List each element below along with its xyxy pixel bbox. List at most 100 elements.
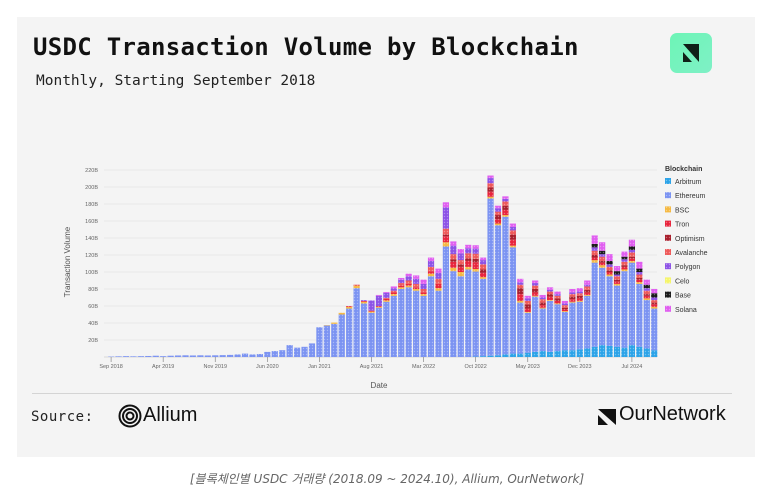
bar-segment-tron xyxy=(360,300,368,302)
legend-label-solana[interactable]: Solana xyxy=(675,307,697,314)
bar-segment-bsc xyxy=(457,272,464,277)
bar-segment-polygon xyxy=(413,278,420,284)
bar-stack xyxy=(256,354,263,357)
bar-segment-polygon xyxy=(509,226,516,231)
bar-segment-ethereum xyxy=(502,216,509,355)
bar-segment-ethereum xyxy=(554,304,561,352)
bar-segment-solana xyxy=(413,275,420,279)
bar-segment-ethereum xyxy=(480,278,487,357)
bar-segment-ethereum xyxy=(613,285,621,347)
legend-label-avalanche[interactable]: Avalanche xyxy=(675,250,708,257)
bar-segment-avalanche xyxy=(651,300,658,303)
bar-segment-ethereum xyxy=(301,346,308,357)
bar-segment-arbitrum xyxy=(606,345,613,357)
bar-stack xyxy=(323,325,330,357)
bar-segment-optimism xyxy=(628,256,635,259)
bar-segment-solana xyxy=(427,257,435,261)
x-tick-label: Aug 2021 xyxy=(360,364,384,370)
bar-segment-ethereum xyxy=(532,296,539,352)
bar-segment-tron xyxy=(539,305,546,308)
bar-segment-tron xyxy=(398,285,405,288)
bar-segment-bsc xyxy=(636,282,643,284)
bar-segment-bsc xyxy=(554,303,561,305)
bar-segment-solana xyxy=(576,288,583,292)
bar-segment-avalanche xyxy=(621,261,628,266)
legend-label-celo[interactable]: Celo xyxy=(675,278,690,285)
bar-segment-ethereum xyxy=(346,308,353,357)
bar-segment-ethereum xyxy=(286,345,293,357)
bar-segment-polygon xyxy=(636,272,643,275)
bar-segment-optimism xyxy=(621,265,628,267)
bar-segment-ethereum xyxy=(621,271,628,348)
bar-segment-solana xyxy=(643,279,650,285)
bar-segment-tron xyxy=(375,306,383,307)
bar-segment-bsc xyxy=(398,287,405,289)
bar-segment-ethereum xyxy=(271,351,278,357)
bar-segment-optimism xyxy=(450,259,457,262)
bar-segment-optimism xyxy=(465,258,472,261)
bar-segment-ethereum xyxy=(509,247,516,354)
bar-segment-tron xyxy=(569,299,576,302)
bar-segment-avalanche xyxy=(494,211,502,216)
bar-segment-ethereum xyxy=(494,225,502,356)
bar-segment-tron xyxy=(353,284,360,286)
bar-segment-optimism xyxy=(502,205,509,210)
bar-segment-ethereum xyxy=(569,302,576,351)
bar-segment-bsc xyxy=(405,285,412,288)
legend-label-tron[interactable]: Tron xyxy=(675,222,689,229)
bar-stack xyxy=(368,300,375,357)
bar-segment-optimism xyxy=(524,304,531,309)
bar-stack xyxy=(294,347,301,357)
legend-swatch-celo xyxy=(665,277,671,284)
bar-stack xyxy=(442,202,449,357)
bar-segment-ethereum xyxy=(427,276,435,357)
bars xyxy=(108,175,658,357)
bar-segment-ethereum xyxy=(420,295,427,357)
legend-label-base[interactable]: Base xyxy=(675,293,691,300)
bar-stack xyxy=(405,273,412,357)
legend-label-polygon[interactable]: Polygon xyxy=(675,264,700,271)
bar-segment-ethereum xyxy=(160,356,167,357)
bar-segment-optimism xyxy=(643,294,650,296)
bar-segment-solana xyxy=(636,261,643,269)
bar-segment-polygon xyxy=(554,294,561,296)
y-tick-label: 80B xyxy=(88,287,98,293)
bar-stack xyxy=(554,291,561,357)
bar-segment-ethereum xyxy=(546,300,554,352)
bar-segment-arbitrum xyxy=(643,348,650,357)
bar-segment-tron xyxy=(465,260,472,267)
legend-label-optimism[interactable]: Optimism xyxy=(675,236,705,243)
bar-segment-ethereum xyxy=(145,355,152,357)
legend-label-bsc[interactable]: BSC xyxy=(675,207,689,214)
bar-segment-polygon xyxy=(524,298,531,301)
bar-segment-ethereum xyxy=(472,271,479,357)
bar-segment-avalanche xyxy=(457,260,464,265)
bar-segment-ethereum xyxy=(390,295,397,357)
bar-segment-ethereum xyxy=(383,301,390,357)
bar-segment-arbitrum xyxy=(546,351,554,357)
legend-label-arbitrum[interactable]: Arbitrum xyxy=(675,179,702,186)
bar-segment-ethereum xyxy=(294,347,301,357)
bar-segment-optimism xyxy=(561,307,569,310)
bar-segment-polygon xyxy=(502,198,509,202)
chart-card xyxy=(17,17,755,457)
bar-segment-optimism xyxy=(546,294,554,297)
bar-segment-avalanche xyxy=(613,276,621,280)
bar-segment-ethereum xyxy=(487,198,494,356)
bar-segment-bsc xyxy=(353,285,360,289)
bar-segment-avalanche xyxy=(517,284,524,289)
bar-segment-arbitrum xyxy=(539,351,546,357)
bar-segment-optimism xyxy=(532,289,539,293)
bar-stack xyxy=(398,277,405,357)
bar-stack xyxy=(360,300,368,357)
y-tick-label: 100B xyxy=(85,270,98,276)
bar-stack xyxy=(271,351,278,357)
bar-segment-polygon xyxy=(591,247,598,251)
legend-swatch-tron xyxy=(665,220,671,227)
bar-segment-tron xyxy=(509,239,516,246)
legend-label-ethereum[interactable]: Ethereum xyxy=(675,193,706,200)
bar-segment-bsc xyxy=(487,196,494,199)
bar-segment-solana xyxy=(546,287,554,290)
bar-segment-bsc xyxy=(472,269,479,272)
bar-segment-tron xyxy=(450,261,457,268)
